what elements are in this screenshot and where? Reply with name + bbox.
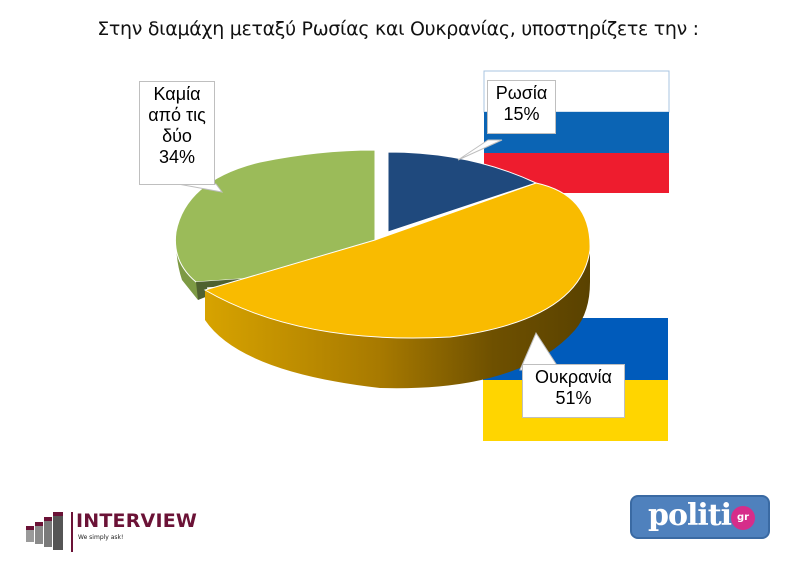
politic-logo: politic gr <box>630 495 770 539</box>
slice-ukraine <box>203 182 591 389</box>
bar-chart-logo-icon <box>26 512 63 550</box>
label-none-line1: Καμία <box>153 84 201 104</box>
label-ukraine: Ουκρανία 51% <box>522 364 625 418</box>
interview-name: INTERVIEW <box>76 510 198 532</box>
politic-gr-badge: gr <box>731 506 755 530</box>
slice-russia <box>387 151 538 233</box>
interview-tagline: We simply ask! <box>78 534 124 541</box>
interview-logo: INTERVIEW We simply ask! <box>24 510 224 552</box>
label-russia-name: Ρωσία <box>495 83 548 103</box>
label-russia-value: 15% <box>503 104 540 124</box>
label-ukraine-value: 51% <box>555 388 592 408</box>
chart-title: Στην διαμάχη μεταξύ Ρωσίας και Ουκρανίας… <box>97 18 699 40</box>
label-russia: Ρωσία 15% <box>487 80 556 134</box>
logo-divider <box>71 512 73 552</box>
label-none: Καμία από τις δύο 34% <box>139 81 215 185</box>
label-none-line2: από τις <box>148 105 206 125</box>
label-none-value: 34% <box>158 147 196 167</box>
label-none-line3: δύο <box>162 126 192 146</box>
russia-callout-pointer <box>457 139 503 161</box>
label-ukraine-name: Ουκρανία <box>535 367 612 387</box>
